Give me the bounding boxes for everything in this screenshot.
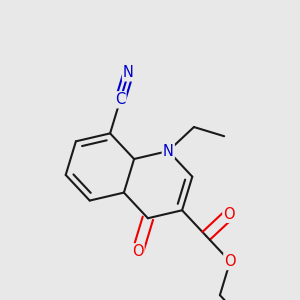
Text: N: N: [123, 65, 134, 80]
Text: N: N: [163, 143, 174, 158]
Text: O: O: [132, 244, 143, 259]
Text: O: O: [224, 254, 236, 269]
Text: C: C: [115, 92, 125, 107]
Text: O: O: [224, 207, 235, 222]
